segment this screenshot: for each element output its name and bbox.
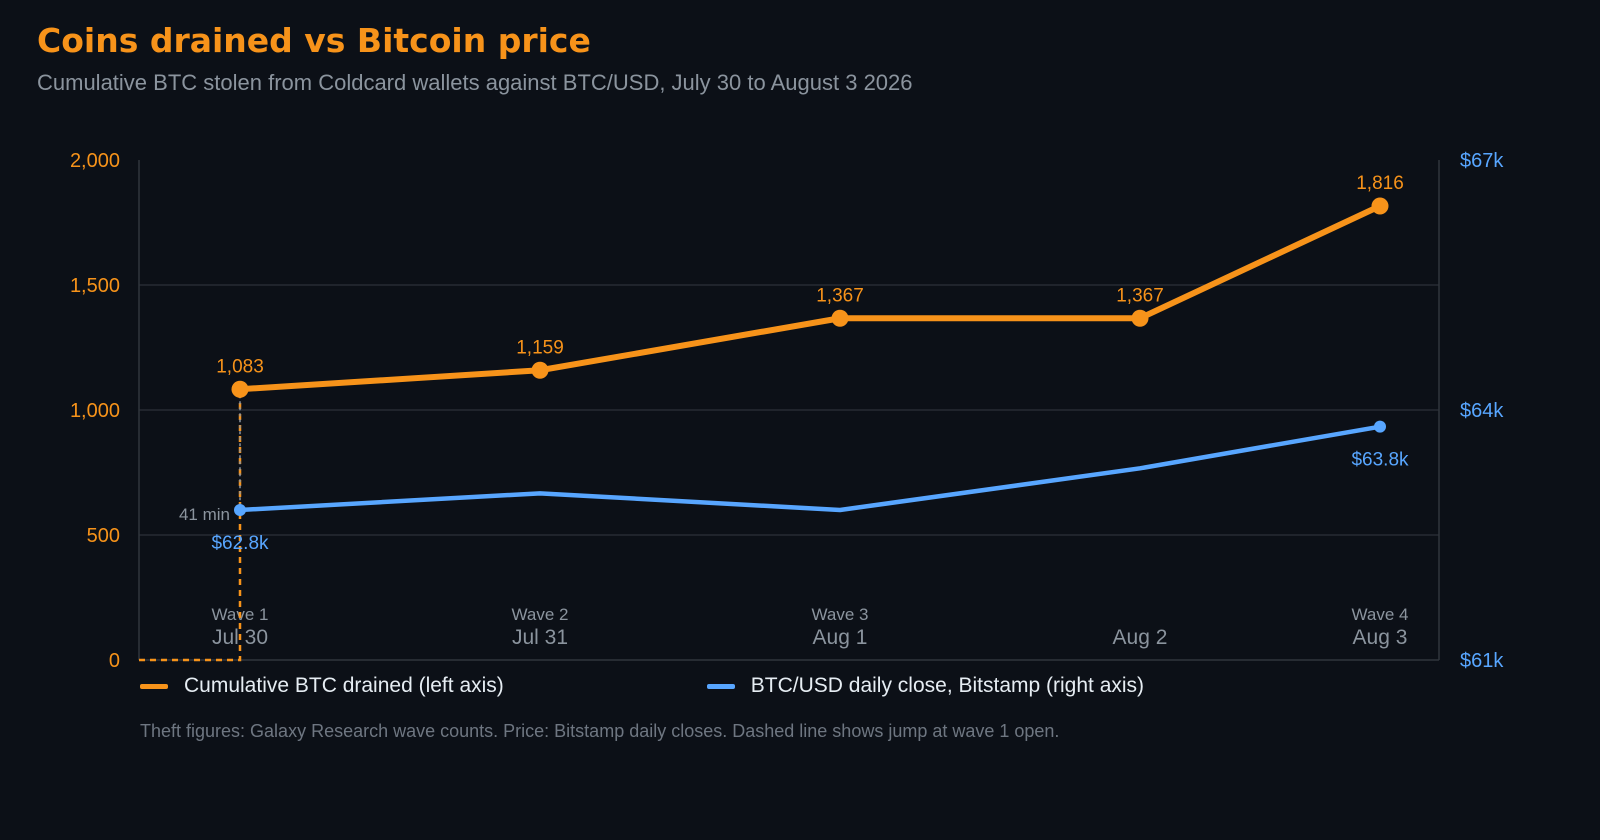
btc-drained-data-label: 1,816	[1356, 173, 1404, 194]
btc-drained-point	[1371, 197, 1389, 215]
chart-legend: Cumulative BTC drained (left axis) BTC/U…	[140, 674, 1144, 698]
x-tick-label: Jul 31	[512, 626, 568, 649]
btc-price-data-label: $63.8k	[1351, 450, 1409, 471]
legend-item-btc-drained: Cumulative BTC drained (left axis)	[140, 674, 504, 698]
btc-drained-line	[237, 203, 1383, 393]
btc-drained-point	[231, 380, 249, 398]
x-wave-label: Wave 4	[1351, 605, 1408, 624]
btc-price-point	[1374, 420, 1386, 433]
btc-price-line	[237, 424, 1383, 513]
right-axis-tick-label: $64k	[1460, 400, 1504, 422]
legend-swatch-btc-price	[706, 683, 735, 689]
right-axis-tick-label: $67k	[1460, 150, 1504, 172]
btc-drained-point	[831, 309, 849, 327]
btc-drained-data-label: 1,367	[1116, 285, 1164, 306]
x-wave-label: Wave 2	[511, 605, 568, 624]
btc-drained-data-label: 1,367	[816, 285, 864, 306]
legend-item-btc-price: BTC/USD daily close, Bitstamp (right axi…	[706, 674, 1145, 698]
x-wave-label: Wave 3	[811, 605, 868, 624]
left-axis-tick-label: 1,000	[70, 400, 120, 422]
btc-drained-point	[531, 361, 549, 379]
btc-drained-point	[1131, 309, 1149, 327]
btc-price-data-label: $62.8k	[211, 533, 269, 554]
wave1-jump-dashed-line	[139, 389, 242, 662]
annotation-41-min: 41 min	[179, 505, 230, 524]
left-axis-tick-label: 1,500	[70, 275, 120, 297]
chart-header: Coins drained vs Bitcoin price Cumulativ…	[37, 18, 913, 96]
chart-footnote: Theft figures: Galaxy Research wave coun…	[140, 721, 1060, 741]
right-axis-tick-label: $61k	[1460, 650, 1504, 672]
legend-swatch-btc-drained	[140, 683, 168, 689]
left-axis-tick-label: 500	[87, 525, 120, 547]
left-axis-tick-label: 0	[109, 650, 120, 672]
btc-drained-data-label: 1,083	[216, 356, 264, 377]
left-axis-tick-label: 2,000	[70, 150, 120, 172]
legend-label-btc-price: BTC/USD daily close, Bitstamp (right axi…	[750, 674, 1145, 697]
x-tick-label: Aug 3	[1353, 626, 1408, 649]
x-tick-label: Aug 1	[813, 626, 868, 649]
chart-subtitle: Cumulative BTC stolen from Coldcard wall…	[37, 70, 913, 95]
chart-title: Coins drained vs Bitcoin price	[37, 21, 591, 60]
legend-label-btc-drained: Cumulative BTC drained (left axis)	[184, 674, 504, 697]
btc-price-point	[234, 504, 246, 516]
btc-drained-data-label: 1,159	[516, 337, 564, 358]
x-tick-label: Aug 2	[1113, 626, 1168, 649]
